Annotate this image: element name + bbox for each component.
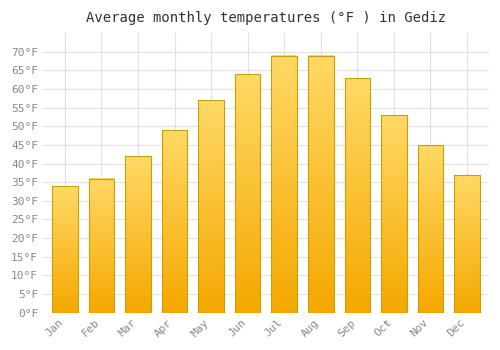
Title: Average monthly temperatures (°F ) in Gediz: Average monthly temperatures (°F ) in Ge… xyxy=(86,11,446,25)
Bar xyxy=(418,145,443,313)
Bar xyxy=(344,78,370,313)
Bar xyxy=(88,178,114,313)
Bar xyxy=(272,56,297,313)
Bar xyxy=(162,130,188,313)
Bar xyxy=(308,56,334,313)
Bar xyxy=(52,186,78,313)
Bar xyxy=(381,115,406,313)
Bar xyxy=(198,100,224,313)
Bar xyxy=(235,74,260,313)
Bar xyxy=(454,175,480,313)
Bar xyxy=(125,156,151,313)
